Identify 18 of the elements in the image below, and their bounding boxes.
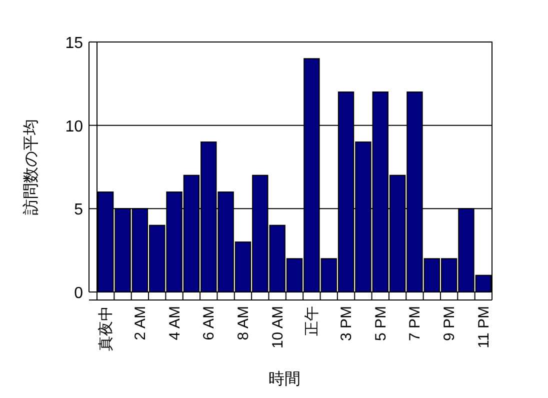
x-tick-label: 7 PM — [406, 306, 424, 342]
x-axis-title: 時間 — [268, 370, 300, 388]
x-tick-label: 10 AM — [269, 306, 286, 349]
x-tick-label: 6 AM — [200, 306, 218, 340]
x-tick-label: 2 AM — [132, 306, 149, 340]
x-tick-label: 5 PM — [372, 306, 390, 342]
x-tick-label: 正午 — [304, 306, 321, 336]
x-tick-label: 8 AM — [234, 306, 252, 340]
y-tick-label: 15 — [65, 35, 84, 52]
x-tick-label: 11 PM — [475, 306, 492, 348]
y-tick-label: 10 — [65, 118, 84, 136]
x-tick-label: 3 PM — [338, 306, 356, 342]
y-axis-title: 訪問数の平均 — [22, 119, 40, 215]
x-tick-label: 4 AM — [166, 306, 184, 340]
y-tick-label: 0 — [74, 285, 84, 302]
x-tick-label: 9 PM — [441, 306, 458, 342]
y-tick-label: 5 — [74, 202, 84, 219]
x-tick-label: 真夜中 — [98, 306, 115, 351]
